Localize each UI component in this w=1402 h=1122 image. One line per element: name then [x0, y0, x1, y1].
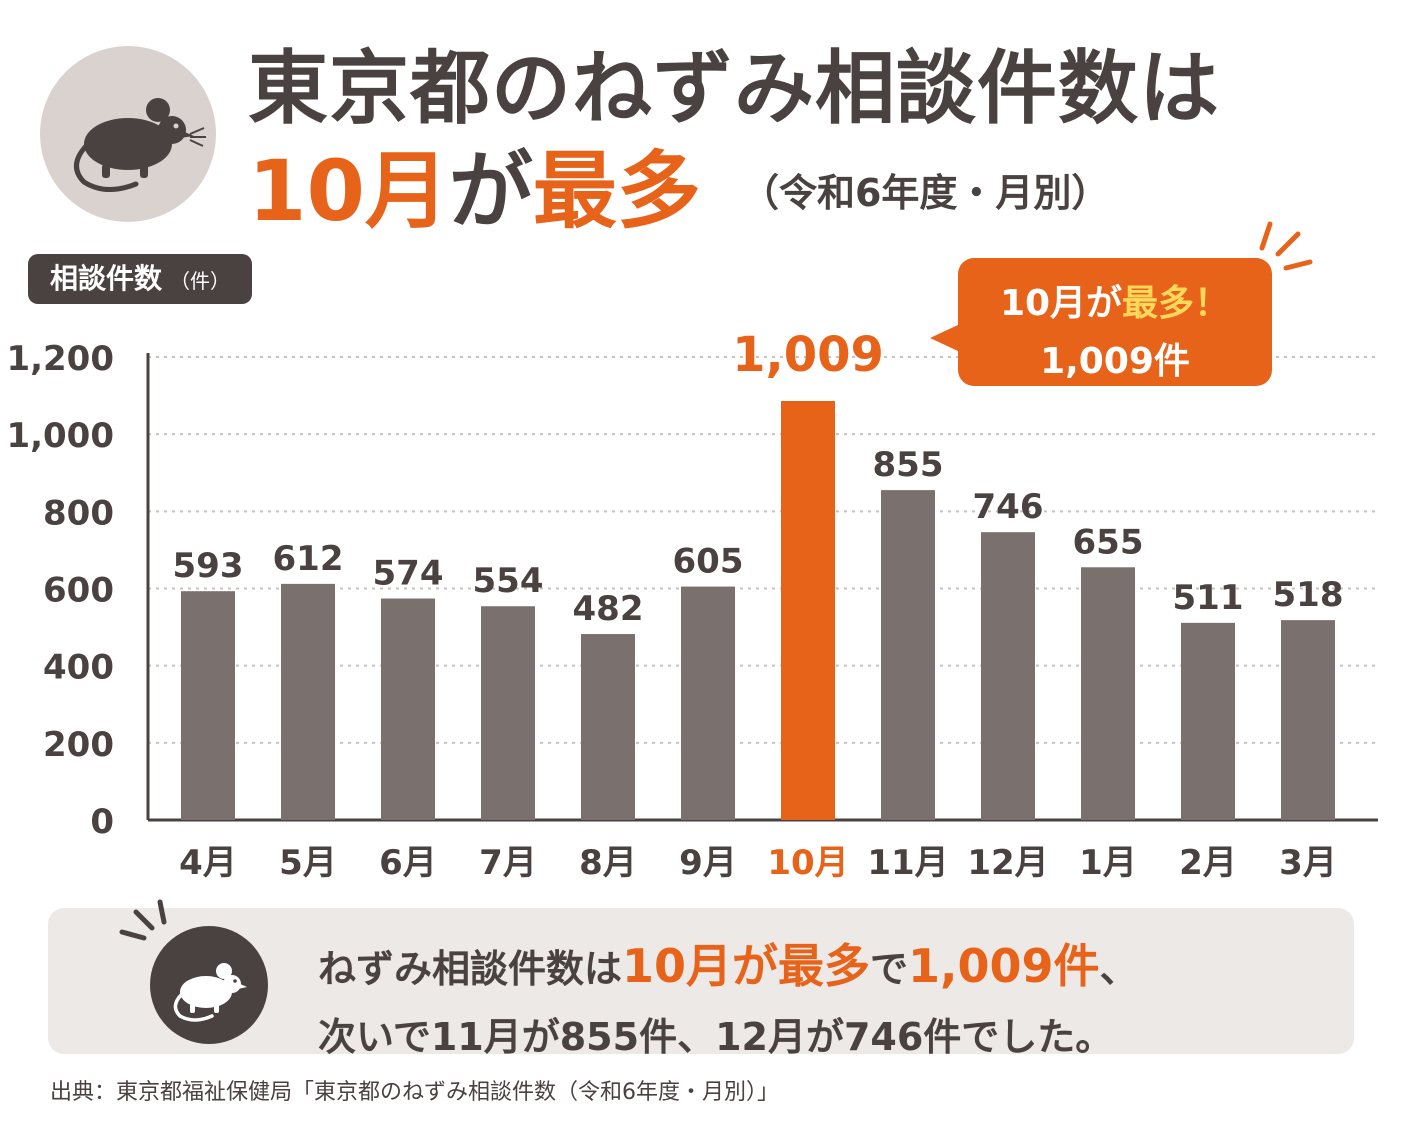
x-tick-label: 1月	[1079, 843, 1137, 883]
mouse-badge	[40, 46, 216, 222]
bar-9月	[681, 586, 735, 820]
source-credit: 出典：東京都福祉保健局「東京都のねずみ相談件数（令和6年度・月別）」	[50, 1080, 779, 1105]
summary-burst-icon	[119, 899, 167, 941]
x-tick-label: 2月	[1179, 843, 1237, 883]
summary-mouse-badge	[150, 926, 268, 1044]
x-tick-label: 11月	[867, 843, 948, 883]
title-line1: 東京都のねずみ相談件数は	[248, 42, 1220, 135]
callout-line2: 1,009件	[1040, 341, 1190, 382]
y-tick-label: 1,000	[6, 416, 114, 456]
callout-tail	[930, 324, 960, 352]
bar-value-label: 554	[473, 561, 544, 601]
bar-value-label: 593	[173, 546, 244, 586]
bar-value-label: 612	[273, 539, 344, 579]
callout-line1-b: 最多！	[1122, 283, 1231, 324]
bar-value-label: 655	[1073, 522, 1144, 562]
x-tick-label: 7月	[479, 843, 537, 883]
bar-value-label: 482	[573, 589, 644, 629]
bar-12月	[981, 532, 1035, 820]
bar-value-label: 518	[1273, 575, 1344, 615]
x-tick-label: 5月	[279, 843, 337, 883]
unit-label-main: 相談件数	[50, 262, 163, 295]
x-tick-label: 9月	[679, 843, 737, 883]
mouse-icon	[173, 963, 247, 1022]
x-tick-label: 10月	[767, 843, 848, 883]
summary-c: で	[870, 947, 909, 991]
y-tick-label: 1,200	[6, 339, 114, 379]
x-tick-label: 12月	[967, 843, 1048, 883]
summary-row1: ねずみ相談件数は10月が最多で1,009件、	[318, 930, 1138, 996]
bar-value-label: 1,009	[732, 327, 884, 383]
x-tick-label: 8月	[579, 843, 637, 883]
summary-a: ねずみ相談件数は	[318, 947, 623, 991]
callout-line1-a: 10月が	[999, 283, 1123, 324]
bar-11月	[881, 490, 935, 820]
bar-1月	[1081, 567, 1135, 820]
title-particle: が	[448, 142, 533, 240]
bar-chart: 0 200 400 600 800 1,000 1,200 593 4月 612 5月 574 6月 55…	[6, 327, 1378, 883]
summary-d: 1,009件	[908, 939, 1100, 993]
bar-4月	[181, 591, 235, 820]
title-subtitle: （令和6年度・月別）	[740, 171, 1110, 215]
unit-label-unit: （件）	[170, 269, 231, 293]
bar-value-label: 855	[873, 445, 944, 485]
bar-value-label: 605	[673, 542, 744, 582]
y-tick-label: 600	[43, 571, 114, 611]
y-tick-label: 200	[43, 725, 114, 765]
y-tick-label: 0	[90, 802, 114, 842]
bar-value-label: 746	[973, 487, 1044, 527]
y-tick-label: 800	[43, 493, 114, 533]
title-line2: 10月が最多 （令和6年度・月別）	[248, 124, 1109, 245]
summary-row2: 次いで11月が855件、12月が746件でした。	[318, 1015, 1114, 1059]
bar-2月	[1181, 622, 1235, 820]
y-tick-label: 400	[43, 648, 114, 688]
summary-panel: ねずみ相談件数は10月が最多で1,009件、 次いで11月が855件、12月が7…	[48, 899, 1354, 1059]
summary-e: 、	[1099, 947, 1138, 991]
bar-value-label: 511	[1173, 578, 1244, 618]
callout-line1: 10月が最多！	[958, 274, 1272, 326]
title-highlight-month: 10月	[248, 142, 449, 240]
mouse-icon	[74, 98, 206, 192]
bar-7月	[481, 606, 535, 820]
summary-text: ねずみ相談件数は10月が最多で1,009件、 次いで11月が855件、12月が7…	[318, 930, 1138, 1061]
x-tick-label: 3月	[1279, 843, 1337, 883]
x-tick-label: 4月	[179, 843, 237, 883]
bar-value-label: 574	[373, 554, 444, 594]
bar-5月	[281, 583, 335, 820]
y-axis-unit-label: 相談件数 （件）	[28, 254, 253, 304]
x-tick-label: 6月	[379, 843, 437, 883]
title-highlight-most: 最多	[532, 142, 701, 240]
callout-box: 10月が最多！ 1,009件	[958, 258, 1272, 386]
summary-b: 10月が最多	[622, 939, 871, 993]
bar-6月	[381, 598, 435, 820]
bar-8月	[581, 634, 635, 820]
emphasis-burst-icon	[1259, 221, 1313, 271]
bar-3月	[1281, 620, 1335, 820]
bar-10月	[781, 401, 835, 820]
